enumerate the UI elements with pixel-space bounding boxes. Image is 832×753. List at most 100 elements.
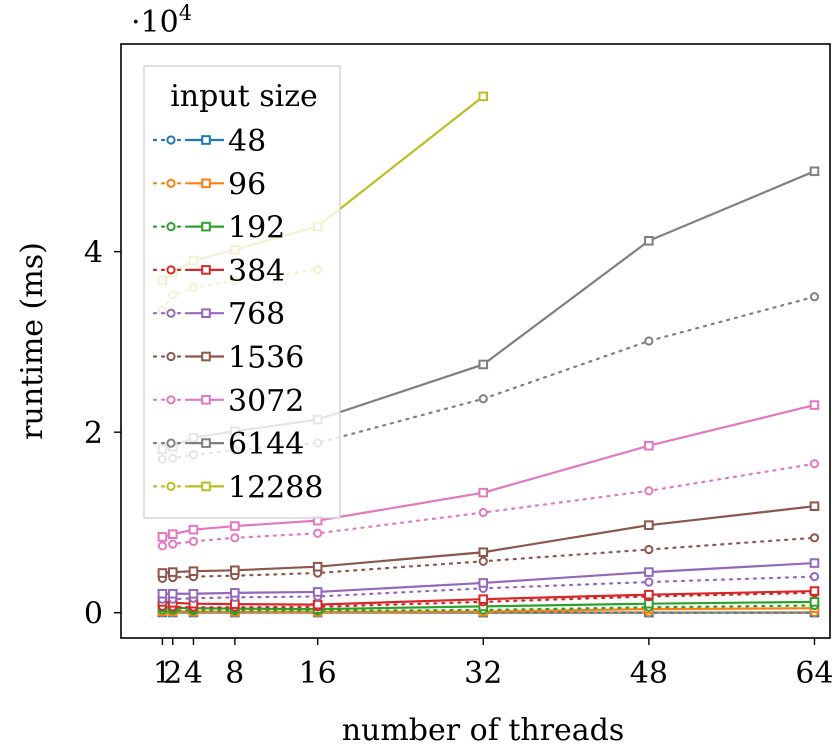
legend-entry: 48: [152, 124, 266, 159]
legend-label: 48: [228, 124, 266, 159]
data-point-square: [230, 521, 240, 531]
x-tick-label: 8: [225, 656, 244, 691]
series-192-dotted-line: [161, 604, 816, 612]
legend-square-marker: [201, 265, 211, 275]
legend-entry: 192: [152, 211, 285, 246]
data-point-square: [809, 586, 820, 596]
data-point-square: [809, 597, 820, 607]
data-point-square: [644, 567, 654, 577]
legend-circle-marker: [166, 308, 176, 318]
data-point-square: [188, 566, 199, 576]
legend-entry: 6144: [152, 427, 304, 462]
data-point-circle: [313, 528, 323, 538]
legend-entry: 96: [152, 167, 266, 202]
series-768-dotted-line: [161, 575, 816, 601]
y-tick-label: 4: [84, 236, 103, 271]
x-tick-label: 48: [630, 656, 668, 691]
data-point-circle: [644, 544, 654, 555]
data-point-square: [188, 588, 199, 599]
data-point-circle: [644, 486, 654, 496]
data-point-circle: [809, 292, 820, 302]
data-point-square: [167, 529, 178, 539]
data-point-square: [188, 524, 199, 535]
legend-circle-marker: [166, 135, 176, 145]
legend-label: 3072: [228, 384, 304, 419]
data-point-circle: [478, 394, 488, 404]
x-tick-label: 2: [163, 656, 182, 691]
data-point-square: [478, 359, 489, 370]
legend: input size 48 96 192 384 768 1536 3072 6144 1228…: [143, 65, 341, 519]
x-tick-label: 32: [464, 656, 502, 691]
plot-frame: [120, 43, 831, 639]
data-point-circle: [809, 572, 820, 582]
data-point-circle: [168, 539, 178, 549]
data-point-circle: [809, 533, 820, 543]
legend-circle-marker: [166, 265, 176, 275]
series-1536-dotted-line: [161, 536, 816, 580]
legend-label: 1536: [228, 341, 304, 376]
legend-label: 768: [228, 297, 285, 332]
legend-box: [143, 65, 341, 519]
legend-square-marker: [201, 395, 211, 405]
data-point-circle: [478, 556, 488, 566]
legend-entry: 384: [152, 254, 285, 289]
legend-label: 6144: [228, 427, 304, 462]
legend-square-marker: [201, 178, 211, 189]
legend-square-marker: [201, 221, 211, 232]
legend-entry: 12288: [152, 470, 323, 505]
y-tick-label: 0: [84, 597, 103, 632]
legend-circle-marker: [166, 438, 176, 448]
legend-label: 192: [228, 211, 285, 246]
legend-square-marker: [201, 351, 211, 362]
data-point-square: [167, 567, 178, 577]
series-1536: [157, 501, 820, 584]
series-3072-dotted-line: [161, 462, 816, 548]
legend-circle-marker: [166, 222, 176, 232]
data-point-square: [478, 578, 489, 588]
data-point-circle: [188, 536, 199, 547]
data-point-circle: [157, 541, 168, 551]
legend-circle-marker: [166, 481, 176, 491]
data-point-circle: [478, 507, 488, 518]
legend-square-marker: [201, 438, 211, 448]
data-point-circle: [644, 336, 654, 346]
legend-circle-marker: [166, 178, 176, 188]
data-point-circle: [644, 577, 654, 587]
data-point-square: [478, 594, 489, 604]
data-point-square: [478, 487, 489, 498]
legend-label: 12288: [228, 470, 323, 505]
data-point-square: [157, 532, 168, 542]
data-point-square: [312, 599, 323, 610]
legend-square-marker: [201, 308, 211, 318]
legend-square-marker: [201, 135, 211, 145]
data-point-square: [157, 568, 168, 578]
x-tick-label: 1: [153, 656, 172, 691]
data-point-square: [809, 558, 820, 568]
legend-entry: 3072: [152, 384, 304, 419]
data-point-square: [644, 440, 654, 451]
y-multiplier-label: ·104: [131, 1, 192, 40]
data-point-square: [644, 589, 654, 600]
data-point-square: [312, 561, 323, 572]
legend-circle-marker: [166, 395, 176, 405]
legend-title: input size: [170, 79, 318, 114]
legend-label: 96: [228, 167, 266, 202]
data-point-square: [644, 520, 654, 530]
data-point-square: [230, 588, 240, 598]
x-tick-label: 4: [184, 656, 203, 691]
data-point-circle: [230, 533, 240, 543]
legend-entry: 768: [152, 297, 285, 332]
series-3072: [157, 400, 820, 551]
data-point-square: [167, 588, 178, 599]
y-axis-label: runtime (ms): [15, 242, 50, 440]
data-point-square: [809, 400, 820, 410]
legend-square-marker: [201, 481, 211, 492]
legend-entry: 1536: [152, 341, 304, 376]
legend-label: 384: [228, 254, 285, 289]
series-768: [157, 558, 820, 604]
x-axis-label: number of threads: [342, 713, 625, 748]
y-multiplier-exponent: 4: [179, 1, 192, 25]
x-tick-label: 64: [795, 656, 832, 691]
